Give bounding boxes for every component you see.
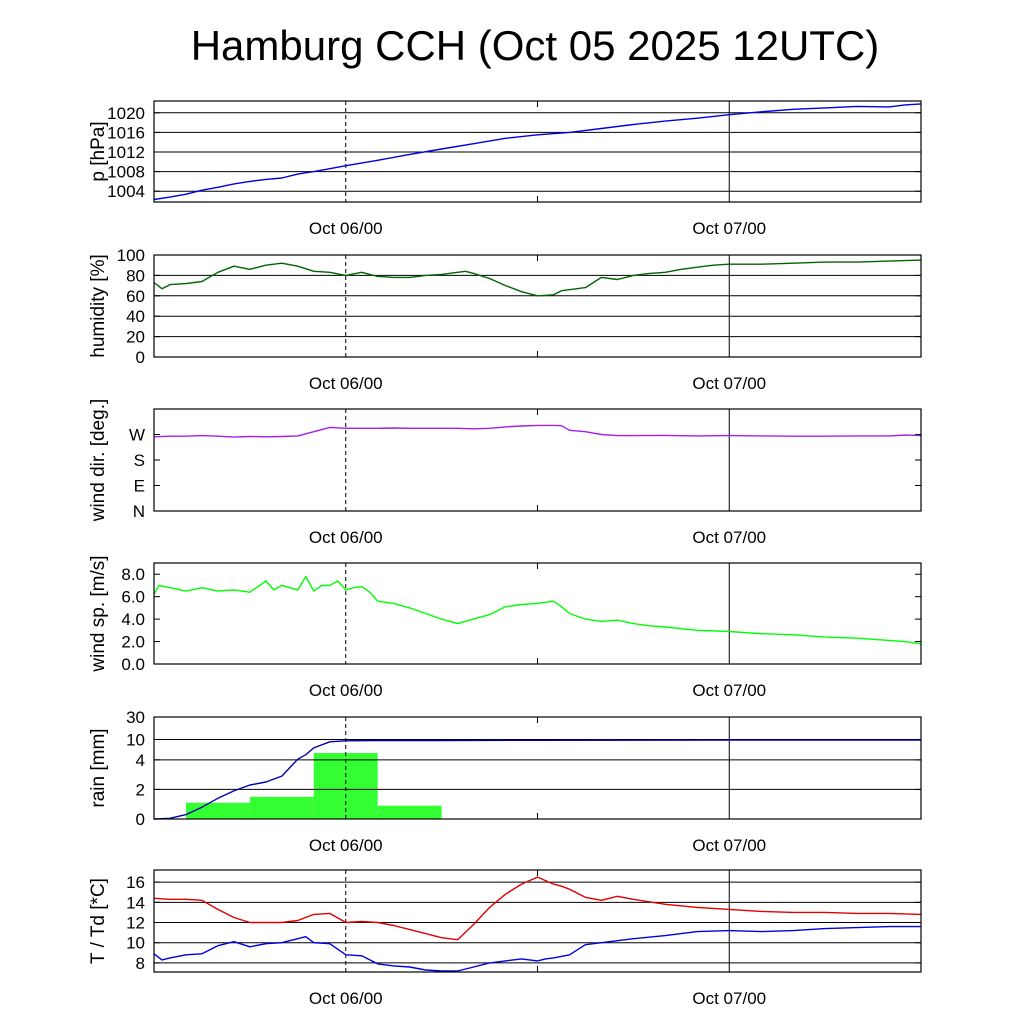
y-tick-label: 8.0 [121, 565, 145, 584]
y-tick-label: 1008 [107, 163, 145, 182]
y-tick-label: N [133, 502, 145, 521]
y-tick-label: 40 [126, 307, 145, 326]
y-tick-label: 1012 [107, 143, 145, 162]
x-tick-label: Oct 07/00 [692, 374, 766, 393]
x-tick-label: Oct 07/00 [692, 528, 766, 547]
y-tick-label: 30 [126, 708, 145, 727]
y-axis-label: wind sp. [m/s] [88, 555, 109, 672]
x-tick-label: Oct 07/00 [692, 989, 766, 1008]
y-tick-label: 16 [126, 873, 145, 892]
x-tick-label: Oct 07/00 [692, 681, 766, 700]
series-line-rain_cum [153, 739, 921, 820]
panel-rain: 0 2 4 10 30 rain [mm] Oct 06/00 Oct 07/00 [88, 708, 922, 855]
y-tick-label: 12 [126, 914, 145, 933]
y-tick-label: W [129, 426, 145, 445]
x-tick-label: Oct 06/00 [309, 219, 383, 238]
series-line-dewpoint [153, 925, 921, 972]
rain-bar-3 [377, 805, 442, 819]
x-tick-label: Oct 06/00 [309, 681, 383, 700]
series-line-pressure [153, 103, 922, 201]
y-tick-label: S [134, 451, 145, 470]
series-line-wind_speed [153, 575, 922, 645]
series-line-humidity [153, 259, 922, 297]
y-tick-label: 4 [136, 751, 145, 770]
plot-frame [153, 100, 922, 203]
y-tick-label: 2.0 [121, 633, 145, 652]
y-tick-label: 0 [136, 348, 145, 367]
x-tick-label: Oct 06/00 [309, 836, 383, 855]
y-tick-label: 6.0 [121, 588, 145, 607]
y-tick-label: 1020 [107, 104, 145, 123]
x-tick-label: Oct 06/00 [309, 528, 383, 547]
x-tick-label: Oct 07/00 [692, 836, 766, 855]
y-axis-label: p [hPa] [88, 121, 109, 181]
x-tick-label: Oct 06/00 [309, 989, 383, 1008]
y-axis-label: T / Td [*C] [88, 878, 109, 964]
y-tick-label: 0.0 [121, 655, 145, 674]
y-tick-label: 4.0 [121, 610, 145, 629]
y-axis-label: humidity [%] [88, 254, 109, 357]
y-axis-label: wind dir. [deg.] [88, 399, 109, 523]
panel-wind_speed: 0.0 2.0 4.0 6.0 8.0 wind sp. [m/s] Oct 06/00 Oc… [88, 555, 922, 700]
y-tick-label: 100 [117, 246, 145, 265]
y-axis-label: rain [mm] [88, 728, 109, 807]
x-tick-label: Oct 07/00 [692, 219, 766, 238]
rain-bars [185, 753, 442, 819]
plot-frame [153, 254, 922, 358]
y-tick-label: 60 [126, 287, 145, 306]
series-line-temperature [153, 876, 922, 941]
y-tick-label: 1016 [107, 123, 145, 142]
rain-bar-1 [249, 796, 314, 819]
plot-frame [153, 869, 922, 973]
series-line-wind_dir [153, 424, 922, 438]
y-tick-label: 8 [136, 954, 145, 973]
y-tick-label: 80 [126, 266, 145, 285]
y-tick-label: 10 [126, 730, 145, 749]
plot-frame [153, 716, 922, 820]
y-tick-label: 14 [126, 893, 145, 912]
y-tick-label: 10 [126, 934, 145, 953]
y-tick-label: 1004 [107, 182, 145, 201]
y-tick-label: E [134, 477, 145, 496]
plot-frame [153, 408, 922, 512]
y-tick-label: 20 [126, 328, 145, 347]
plot-frame [153, 562, 922, 665]
y-tick-label: 2 [136, 780, 145, 799]
x-tick-label: Oct 06/00 [309, 374, 383, 393]
y-tick-label: 0 [136, 810, 145, 829]
chart-title: Hamburg CCH (Oct 05 2025 12UTC) [190, 22, 880, 69]
